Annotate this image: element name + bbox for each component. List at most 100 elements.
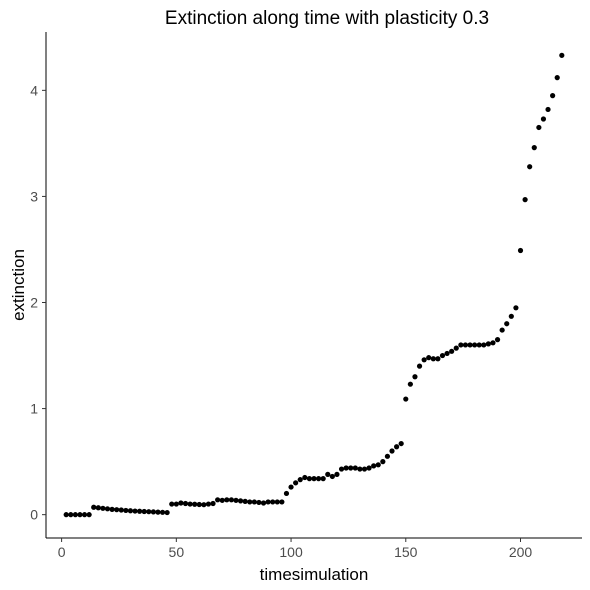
y-tick-label: 1 [30,401,38,417]
data-point [430,356,436,362]
data-point [155,509,161,515]
data-point [187,501,193,507]
data-point [490,340,496,346]
y-tick-label: 2 [30,295,38,311]
data-point [77,512,83,518]
data-point [352,465,358,471]
data-point [288,484,294,490]
data-point [251,499,257,505]
data-point [86,512,92,518]
x-axis-ticks: 0 50 100 150 200 [58,538,533,560]
data-point [63,512,69,518]
data-point [499,327,505,333]
data-point [224,497,230,503]
x-tick-label: 50 [169,544,185,560]
data-point [146,509,152,515]
data-point [68,512,74,518]
data-point [384,453,391,459]
data-point [334,471,340,477]
data-point [453,345,459,351]
data-point [270,499,276,505]
data-point [164,509,170,516]
data-point [426,355,432,361]
data-point [467,342,473,348]
data-point [545,106,551,113]
data-point [192,501,198,507]
data-point [361,466,368,472]
data-point [357,466,363,472]
data-point [421,357,427,363]
data-point [297,477,303,483]
data-point [81,512,88,518]
data-point [293,480,299,486]
data-point [366,465,372,471]
data-point [215,497,221,503]
data-point [279,499,285,505]
data-point [435,356,441,362]
data-point [485,341,491,347]
data-point [444,350,450,357]
data-point [513,305,519,311]
data-point [118,507,124,513]
data-point [109,506,115,512]
data-point [196,501,202,508]
chart-title: Extinction along time with plasticity 0.… [165,8,489,29]
data-point [481,342,487,348]
data-point [522,197,528,203]
data-point [412,374,418,380]
x-tick-label: 100 [279,544,303,560]
data-point [210,500,216,507]
data-point [494,337,501,343]
y-tick-label: 4 [30,82,38,98]
data-point [169,501,175,507]
data-point [325,471,331,477]
y-tick-label: 0 [30,507,38,523]
data-point [178,500,184,506]
data-point [260,500,267,506]
data-point [104,506,111,512]
data-point [72,512,78,518]
data-point [338,466,345,472]
data-point [416,363,423,369]
data-point [205,501,212,507]
x-tick-label: 200 [509,544,533,560]
data-point [265,499,271,505]
data-point [283,490,290,497]
data-point [531,145,537,151]
data-point [458,342,464,348]
data-point [375,462,381,468]
data-point [137,508,143,514]
data-point [389,448,395,454]
data-point [91,504,97,510]
data-point [242,498,248,504]
data-point [449,348,455,354]
x-tick-label: 150 [394,544,418,560]
data-point [201,502,207,508]
data-point [306,476,313,482]
data-point [173,501,179,507]
data-point [114,507,120,513]
data-point [132,508,138,514]
data-point [403,396,409,402]
x-axis-label: timesimulation [260,565,369,584]
data-point [123,507,129,514]
data-point [95,505,101,511]
data-point [554,75,560,81]
data-point [219,497,225,503]
data-point [398,440,404,447]
data-point [237,498,244,504]
data-points [63,52,565,518]
data-point [302,474,308,481]
data-point [150,509,156,515]
data-point [274,499,280,505]
data-point [371,463,377,469]
y-axis-label: extinction [9,249,28,321]
data-point [550,93,556,99]
data-point [320,476,326,482]
data-point [476,342,482,348]
data-point [247,499,253,505]
data-point [559,52,565,58]
data-point [256,499,262,506]
data-point [517,247,524,254]
